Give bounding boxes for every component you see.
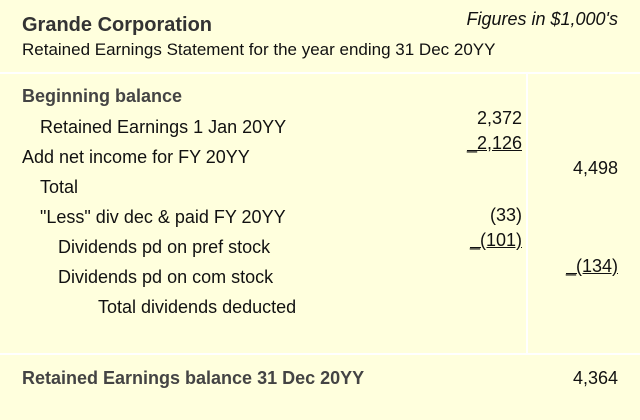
beginning-balance-heading: Beginning balance — [22, 86, 183, 106]
column-divider — [526, 72, 528, 354]
row-label-com-div: Dividends pd on com stock — [58, 267, 274, 287]
footer-divider — [0, 353, 640, 355]
value-net-income: _2,126 — [466, 133, 522, 153]
value-total: 4,498 — [572, 158, 618, 178]
value-com-div: _(134) — [565, 256, 618, 276]
company-name: Grande Corporation — [22, 14, 213, 36]
value-less-div: (33) — [489, 205, 522, 225]
header-divider — [0, 72, 640, 74]
row-label-total-div: Total dividends deducted — [98, 297, 297, 317]
value-pref-div: _(101) — [469, 230, 522, 250]
row-label-less-div: "Less" div dec & paid FY 20YY — [40, 207, 286, 227]
ending-balance-value: 4,364 — [572, 368, 618, 388]
value-re-jan: 2,372 — [476, 108, 522, 128]
row-label-re-jan: Retained Earnings 1 Jan 20YY — [40, 117, 287, 137]
figures-note: Figures in $1,000's — [466, 9, 618, 29]
row-label-net-income: Add net income for FY 20YY — [22, 147, 250, 167]
statement-subtitle: Retained Earnings Statement for the year… — [22, 40, 496, 59]
row-label-pref-div: Dividends pd on pref stock — [58, 237, 271, 257]
row-label-total: Total — [40, 177, 79, 197]
ending-balance-label: Retained Earnings balance 31 Dec 20YY — [22, 368, 365, 388]
